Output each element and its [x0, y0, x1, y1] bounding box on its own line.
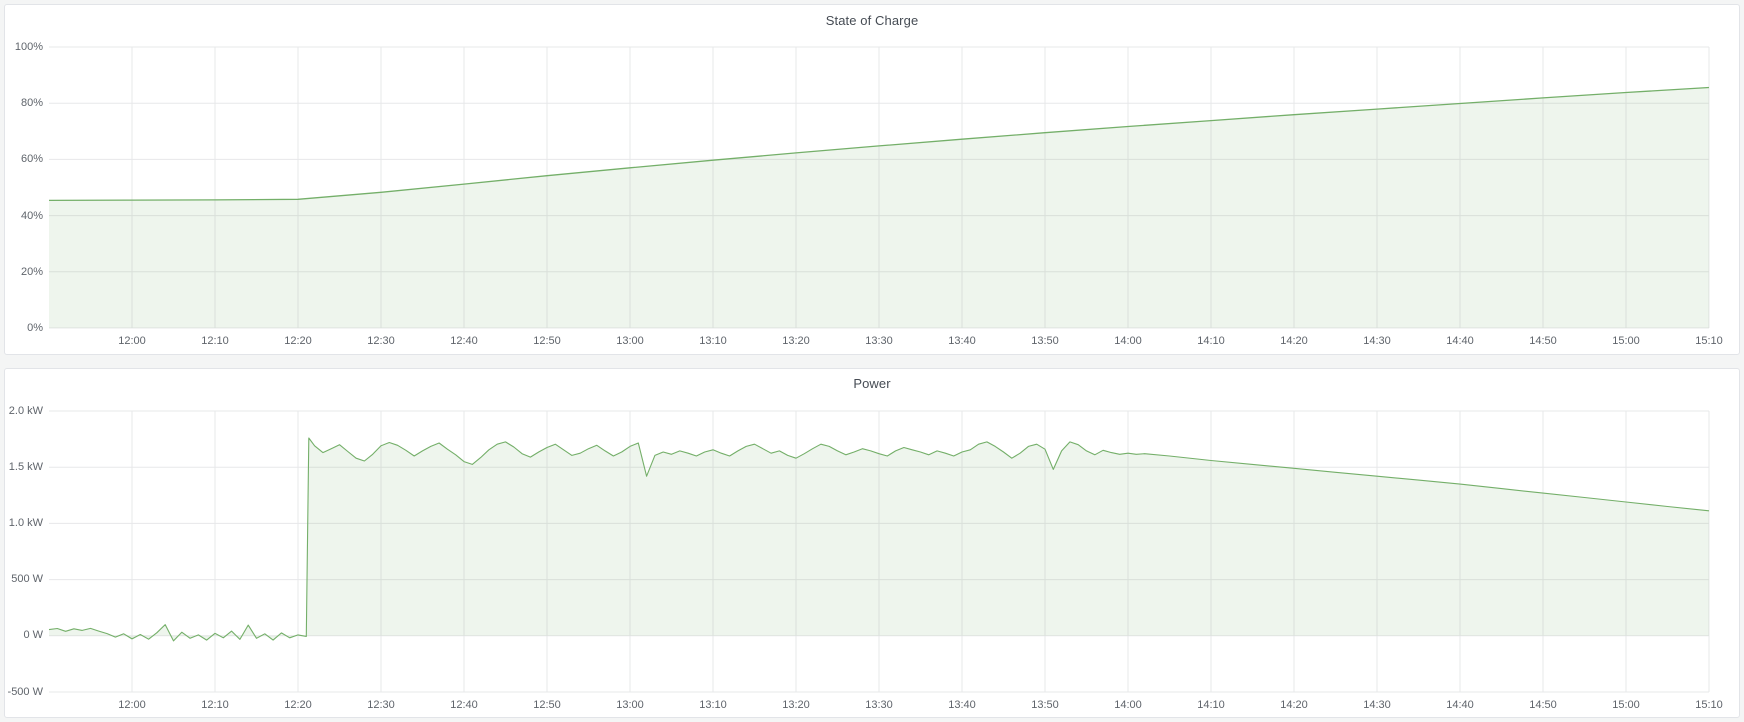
x-axis-label: 12:10	[201, 698, 229, 711]
x-axis-label: 13:10	[699, 698, 727, 711]
x-axis-label: 12:00	[118, 335, 146, 347]
power-plot[interactable]: -500 W 0 W 500 W 1.0 kW 1.5 kW 2.0 kW 12:00 12:…	[5, 399, 1739, 718]
x-axis-label: 13:40	[948, 698, 976, 711]
x-axis-label: 12:50	[533, 698, 561, 711]
state-of-charge-plot[interactable]: 0% 20% 40% 60% 80% 100% 12:00 12:10 12:20 12:30 12…	[5, 35, 1739, 354]
y-axis-label: -500 W	[7, 685, 43, 698]
power-chart-area-fill	[49, 437, 1709, 641]
panel-header-power[interactable]: Power	[5, 369, 1739, 399]
power-chart-canvas[interactable]	[5, 399, 1739, 718]
x-axis-label: 14:30	[1363, 698, 1391, 711]
x-axis-label: 12:40	[450, 335, 478, 347]
x-axis-label: 13:00	[616, 335, 644, 347]
x-axis-label: 14:00	[1114, 335, 1142, 347]
y-axis-label: 0%	[27, 322, 43, 334]
x-axis-label: 12:30	[367, 698, 395, 711]
x-axis-label: 13:20	[782, 335, 810, 347]
x-axis-label: 15:00	[1612, 698, 1640, 711]
x-axis-label: 14:00	[1114, 698, 1142, 711]
x-axis-label: 12:00	[118, 698, 146, 711]
x-axis-label: 13:00	[616, 698, 644, 711]
x-axis-label: 14:40	[1446, 335, 1474, 347]
y-axis-label: 100%	[14, 41, 43, 53]
y-axis-label: 40%	[20, 209, 43, 222]
y-axis-label: 80%	[20, 97, 43, 110]
x-axis-label: 15:10	[1695, 698, 1723, 711]
panel-state-of-charge: State of Charge 0% 20% 40% 60% 80% 100% 12:00 1…	[4, 4, 1740, 355]
state-of-charge-chart-canvas[interactable]	[5, 35, 1739, 354]
x-axis-label: 15:10	[1695, 335, 1723, 347]
x-axis-label: 14:30	[1363, 335, 1391, 347]
x-axis-label: 12:10	[201, 335, 229, 347]
y-axis-label: 60%	[20, 153, 43, 166]
power-chart-series-line	[48, 436, 1710, 641]
x-axis-label: 12:50	[533, 335, 561, 347]
x-axis-label: 14:20	[1280, 698, 1308, 711]
grid-lines	[49, 46, 1710, 329]
x-axis-label: 13:30	[865, 335, 893, 347]
x-axis-label: 12:30	[367, 335, 395, 347]
grid-lines	[49, 410, 1710, 692]
panel-header-state-of-charge[interactable]: State of Charge	[5, 5, 1739, 35]
y-axis-label: 20%	[20, 265, 43, 278]
x-axis-label: 13:20	[782, 698, 810, 711]
x-axis-label: 14:10	[1197, 698, 1225, 711]
x-axis-label: 14:50	[1529, 335, 1557, 347]
x-axis-label: 14:10	[1197, 335, 1225, 347]
y-axis-label: 2.0 kW	[8, 404, 43, 417]
x-axis-label: 14:20	[1280, 335, 1308, 347]
y-axis-label: 0 W	[23, 629, 43, 642]
x-axis-label: 13:30	[865, 698, 893, 711]
x-axis-label: 14:40	[1446, 698, 1474, 711]
x-axis-label: 13:40	[948, 335, 976, 347]
x-axis-label: 13:50	[1031, 335, 1059, 347]
x-axis-label: 13:50	[1031, 698, 1059, 711]
state-of-charge-chart-series-line	[48, 86, 1710, 202]
x-axis-label: 12:20	[284, 698, 312, 711]
panel-power: Power -500 W 0 W 500 W 1.0 kW 1.5 kW 2.0 kW 12…	[4, 367, 1740, 718]
state-of-charge-chart-area-fill	[49, 87, 1709, 328]
panel-title-state-of-charge: State of Charge	[825, 12, 919, 28]
panel-title-power: Power	[853, 376, 891, 391]
x-axis-label: 12:20	[284, 335, 312, 347]
x-axis-label: 14:50	[1529, 698, 1557, 711]
x-axis-label: 15:00	[1612, 335, 1640, 347]
y-axis-label: 1.0 kW	[8, 516, 43, 529]
x-axis-label: 12:40	[450, 698, 478, 711]
x-axis-label: 13:10	[699, 335, 727, 347]
y-axis-label: 500 W	[11, 573, 43, 586]
y-axis-label: 1.5 kW	[8, 460, 43, 473]
